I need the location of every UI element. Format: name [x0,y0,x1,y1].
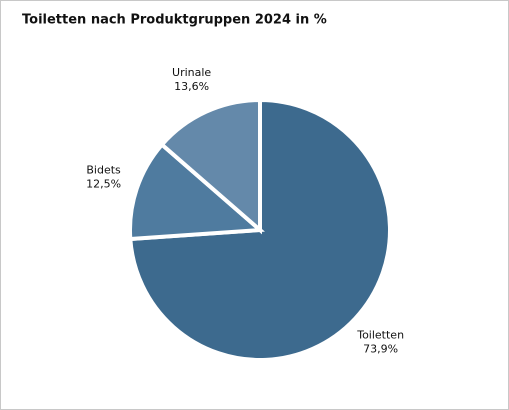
chart-title: Toiletten nach Produktgruppen 2024 in % [22,13,327,28]
slice-label: Urinale [172,66,211,79]
slice-label: Bidets [86,164,121,177]
pie-slice [128,141,265,242]
slice-value: 73,9% [363,343,398,356]
slice-value: 13,6% [174,80,209,93]
pie-slice [159,97,262,235]
slice-label: Toiletten [356,329,404,342]
slice-value: 12,5% [86,178,121,191]
